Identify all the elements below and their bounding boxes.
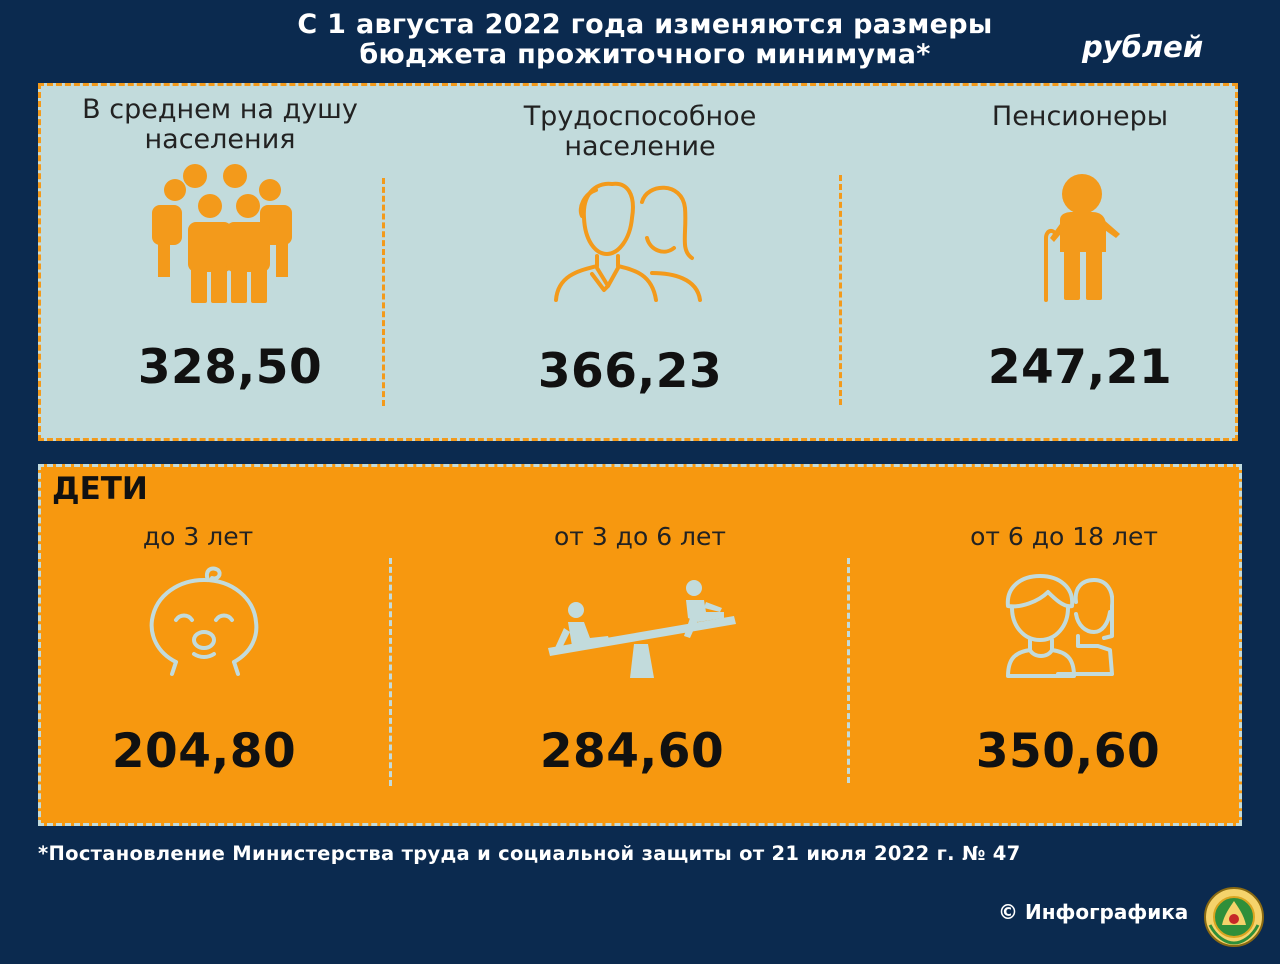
footnote: *Постановление Министерства труда и соци…	[38, 842, 1021, 865]
baby-face-icon	[149, 566, 259, 676]
value-6-to-18: 350,60	[975, 724, 1161, 779]
age-label-3-6: от 3 до 6 лет	[554, 522, 726, 551]
value-under-3: 204,80	[111, 724, 297, 779]
age-label-0-3: до 3 лет	[142, 522, 254, 551]
category-label-working: Трудоспособное население	[523, 101, 757, 162]
title-line-1: С 1 августа 2022 года изменяются размеры	[297, 9, 993, 40]
divider	[839, 175, 842, 405]
page-title: С 1 августа 2022 года изменяются размеры…	[0, 10, 1280, 70]
value-3-to-6: 284,60	[539, 724, 725, 779]
credit: © Инфографика	[998, 900, 1189, 924]
unit-label: рублей	[1082, 30, 1204, 64]
category-label-pensioners: Пенсионеры	[991, 101, 1169, 132]
divider	[847, 558, 850, 783]
age-label-6-18: от 6 до 18 лет	[970, 522, 1158, 551]
divider	[382, 178, 385, 406]
value-working: 366,23	[537, 344, 723, 399]
divider	[389, 558, 392, 786]
man-woman-icon	[554, 181, 702, 302]
value-average: 328,50	[137, 340, 323, 395]
teenagers-icon	[1005, 574, 1114, 678]
seesaw-icon	[548, 580, 736, 678]
value-pensioners: 247,21	[987, 340, 1173, 395]
elderly-person-icon	[1044, 174, 1120, 302]
people-group-icon	[152, 164, 292, 303]
section-heading: ДЕТИ	[52, 471, 148, 507]
emblem-icon	[1204, 887, 1264, 947]
title-line-2: бюджета прожиточного минимума*	[359, 39, 931, 70]
category-label-average: В среднем на душу населения	[82, 94, 358, 155]
